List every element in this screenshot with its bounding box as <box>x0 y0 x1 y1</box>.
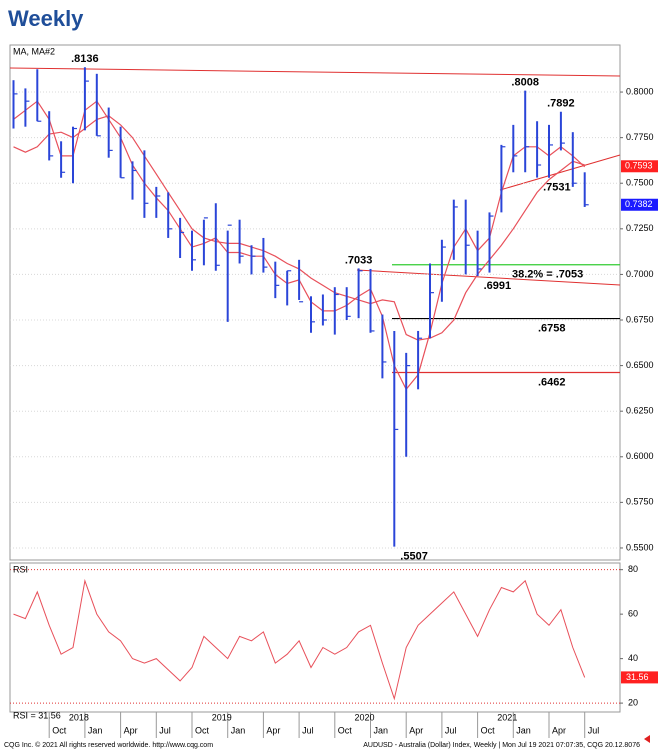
x-tick-label: Jul <box>588 725 600 735</box>
annotation: .7531 <box>543 181 571 193</box>
year-label: 2019 <box>212 712 232 722</box>
rsi-y-tick-label: 20 <box>628 697 638 707</box>
x-tick-label: Apr <box>409 725 423 735</box>
year-label: 2020 <box>355 712 375 722</box>
x-tick-label: Jul <box>159 725 171 735</box>
annotation: .7033 <box>345 254 373 266</box>
y-tick-label: 0.5500 <box>626 542 654 552</box>
price-flag-label: 0.7593 <box>625 161 653 171</box>
x-tick-label: Jan <box>374 725 389 735</box>
y-tick-label: 0.7000 <box>626 269 654 279</box>
y-tick-label: 0.7750 <box>626 132 654 142</box>
rsi-y-tick-label: 80 <box>628 564 638 574</box>
annotation: .7892 <box>547 98 575 110</box>
trend-line <box>9 67 621 77</box>
indicator-label: MA, MA#2 <box>13 46 55 56</box>
annotation: .8008 <box>511 76 539 88</box>
rsi-y-tick-label: 40 <box>628 653 638 663</box>
level-label: .6758 <box>538 322 566 334</box>
x-tick-label: Oct <box>481 725 496 735</box>
annotation: .8136 <box>71 53 99 65</box>
rsi-flag-label: 31.56 <box>626 672 649 682</box>
x-tick-label: Apr <box>266 725 280 735</box>
x-tick-label: Jan <box>231 725 246 735</box>
trend-line <box>356 269 621 286</box>
nav-arrow[interactable] <box>644 735 650 743</box>
y-tick-label: 0.6250 <box>626 406 654 416</box>
rsi-panel <box>9 562 621 713</box>
rsi-title: RSI <box>13 564 28 574</box>
x-tick-label: Oct <box>195 725 210 735</box>
year-label: 2021 <box>497 712 517 722</box>
y-tick-label: 0.7500 <box>626 178 654 188</box>
page-title: Weekly <box>8 6 84 31</box>
level-label: 38.2% = .7053 <box>512 269 583 281</box>
price-panel <box>9 44 621 561</box>
x-tick-label: Apr <box>552 725 566 735</box>
x-tick-label: Jan <box>88 725 103 735</box>
price-flag <box>621 198 658 211</box>
y-tick-label: 0.6750 <box>626 314 654 324</box>
footer-right: AUDUSD - Australia (Dollar) Index, Weekl… <box>363 742 640 749</box>
y-tick-label: 0.7250 <box>626 223 654 233</box>
trend-line <box>499 154 621 191</box>
level-label: .6462 <box>538 376 566 388</box>
rsi-y-tick-label: 60 <box>628 609 638 619</box>
y-tick-label: 0.8000 <box>626 86 654 96</box>
annotation: .6991 <box>484 280 512 292</box>
rsi-flag <box>621 671 658 684</box>
footer-left: CQG Inc. © 2021 All rights reserved worl… <box>4 741 213 749</box>
rsi-value-label: RSI = 31.56 <box>13 710 61 720</box>
year-label: 2018 <box>69 712 89 722</box>
y-tick-label: 0.5750 <box>626 497 654 507</box>
x-tick-label: Jul <box>445 725 457 735</box>
x-tick-label: Jan <box>516 725 531 735</box>
price-flag-label: 0.7382 <box>625 199 653 209</box>
y-tick-label: 0.6500 <box>626 360 654 370</box>
x-tick-label: Oct <box>338 725 353 735</box>
x-tick-label: Oct <box>52 725 67 735</box>
annotation: .5507 <box>400 551 428 563</box>
price-flag <box>621 160 658 173</box>
x-tick-label: Apr <box>124 725 138 735</box>
x-tick-label: Jul <box>302 725 314 735</box>
y-tick-label: 0.6000 <box>626 451 654 461</box>
rsi-line <box>13 578 586 701</box>
